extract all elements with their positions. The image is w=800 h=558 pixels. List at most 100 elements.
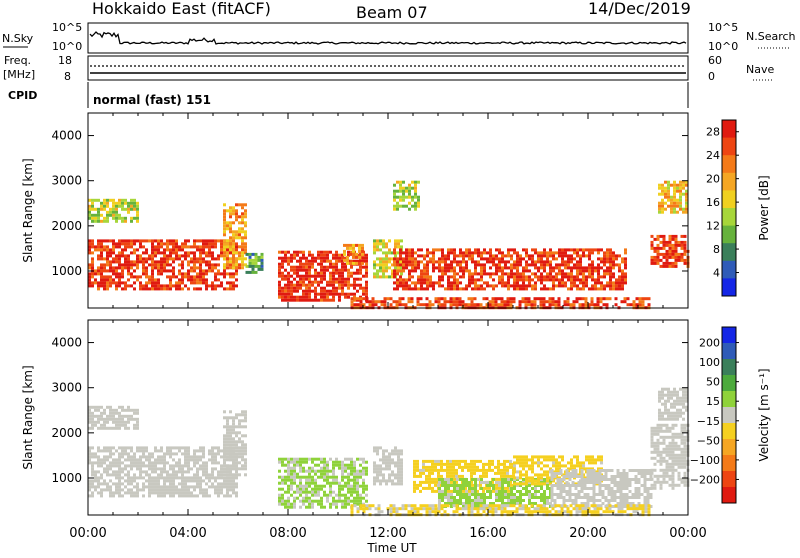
heatmap-cell bbox=[94, 248, 97, 251]
heatmap-cell bbox=[148, 239, 151, 242]
heatmap-cell bbox=[317, 458, 320, 461]
heatmap-cell bbox=[139, 476, 142, 479]
heatmap-cell bbox=[139, 458, 142, 461]
heatmap-cell bbox=[127, 278, 130, 281]
heatmap-cell bbox=[226, 239, 229, 242]
heatmap-cell bbox=[391, 461, 394, 464]
heatmap-cell bbox=[229, 485, 232, 488]
heatmap-cell bbox=[130, 418, 133, 421]
heatmap-cell bbox=[609, 260, 612, 263]
heatmap-cell bbox=[347, 281, 350, 284]
heatmap-cell bbox=[414, 193, 417, 196]
heatmap-cell bbox=[597, 275, 600, 278]
heatmap-cell bbox=[437, 463, 440, 466]
heatmap-cell bbox=[358, 250, 361, 253]
heatmap-cell bbox=[510, 257, 513, 260]
heatmap-cell bbox=[579, 272, 582, 275]
heatmap-cell bbox=[133, 494, 136, 497]
heatmap-cell bbox=[603, 303, 606, 306]
heatmap-cell bbox=[169, 269, 172, 272]
heatmap-cell bbox=[100, 412, 103, 415]
heatmap-cell bbox=[623, 469, 626, 472]
heatmap-cell bbox=[444, 297, 447, 300]
heatmap-cell bbox=[551, 496, 554, 499]
heatmap-cell bbox=[352, 247, 355, 250]
heatmap-cell bbox=[578, 475, 581, 478]
heatmap-cell bbox=[238, 215, 241, 218]
heatmap-cell bbox=[357, 297, 360, 300]
heatmap-cell bbox=[600, 300, 603, 303]
heatmap-cell bbox=[492, 484, 495, 487]
heatmap-cell bbox=[320, 497, 323, 500]
heatmap-cell bbox=[431, 478, 434, 481]
heatmap-cell bbox=[393, 208, 396, 211]
heatmap-cell bbox=[579, 266, 582, 269]
heatmap-cell bbox=[287, 275, 290, 278]
heatmap-cell bbox=[151, 254, 154, 257]
heatmap-cell bbox=[157, 482, 160, 485]
heatmap-cell bbox=[449, 472, 452, 475]
heatmap-cell bbox=[338, 482, 341, 485]
heatmap-cell bbox=[629, 478, 632, 481]
heatmap-cell bbox=[626, 493, 629, 496]
heatmap-cell bbox=[507, 496, 510, 499]
heatmap-cell bbox=[154, 449, 157, 452]
heatmap-cell bbox=[199, 245, 202, 248]
heatmap-cell bbox=[121, 449, 124, 452]
heatmap-cell bbox=[323, 299, 326, 302]
heatmap-cell bbox=[629, 490, 632, 493]
heatmap-cell bbox=[624, 257, 627, 260]
heatmap-cell bbox=[438, 297, 441, 300]
heatmap-cell bbox=[596, 481, 599, 484]
heatmap-cell bbox=[396, 507, 399, 510]
heatmap-cell bbox=[323, 266, 326, 269]
heatmap-cell bbox=[528, 303, 531, 306]
heatmap-cell bbox=[249, 262, 252, 265]
heatmap-cell bbox=[394, 266, 397, 269]
heatmap-cell bbox=[121, 239, 124, 242]
heatmap-cell bbox=[359, 485, 362, 488]
heatmap-cell bbox=[94, 199, 97, 202]
heatmap-cell bbox=[320, 299, 323, 302]
heatmap-cell bbox=[241, 227, 244, 230]
heatmap-cell bbox=[552, 461, 555, 464]
heatmap-cell bbox=[608, 499, 611, 502]
heatmap-cell bbox=[684, 244, 687, 247]
heatmap-cell bbox=[525, 464, 528, 467]
heatmap-cell bbox=[278, 497, 281, 500]
heatmap-cell bbox=[160, 272, 163, 275]
heatmap-cell bbox=[133, 202, 136, 205]
heatmap-cell bbox=[91, 494, 94, 497]
heatmap-cell bbox=[459, 266, 462, 269]
heatmap-cell bbox=[163, 260, 166, 263]
heatmap-cell bbox=[391, 479, 394, 482]
heatmap-cell bbox=[187, 449, 190, 452]
heatmap-cell bbox=[462, 251, 465, 254]
heatmap-cell bbox=[196, 257, 199, 260]
heatmap-cell bbox=[474, 499, 477, 502]
heatmap-cell bbox=[226, 251, 229, 254]
heatmap-cell bbox=[413, 487, 416, 490]
heatmap-cell bbox=[284, 299, 287, 302]
heatmap-cell bbox=[284, 503, 287, 506]
heatmap-cell bbox=[290, 296, 293, 299]
heatmap-cell bbox=[199, 491, 202, 494]
heatmap-cell bbox=[455, 469, 458, 472]
heatmap-cell bbox=[413, 475, 416, 478]
heatmap-cell bbox=[226, 287, 229, 290]
heatmap-cell bbox=[115, 473, 118, 476]
heatmap-cell bbox=[154, 260, 157, 263]
heatmap-cell bbox=[103, 446, 106, 449]
heatmap-cell bbox=[569, 487, 572, 490]
heatmap-cell bbox=[252, 253, 255, 256]
heatmap-cell bbox=[531, 455, 534, 458]
heatmap-cell bbox=[572, 469, 575, 472]
heatmap-cell bbox=[124, 467, 127, 470]
heatmap-cell bbox=[579, 248, 582, 251]
heatmap-cell bbox=[509, 460, 512, 463]
heatmap-cell bbox=[118, 281, 121, 284]
heatmap-cell bbox=[428, 475, 431, 478]
heatmap-cell bbox=[214, 242, 217, 245]
heatmap-cell bbox=[417, 254, 420, 257]
heatmap-cell bbox=[658, 205, 661, 208]
